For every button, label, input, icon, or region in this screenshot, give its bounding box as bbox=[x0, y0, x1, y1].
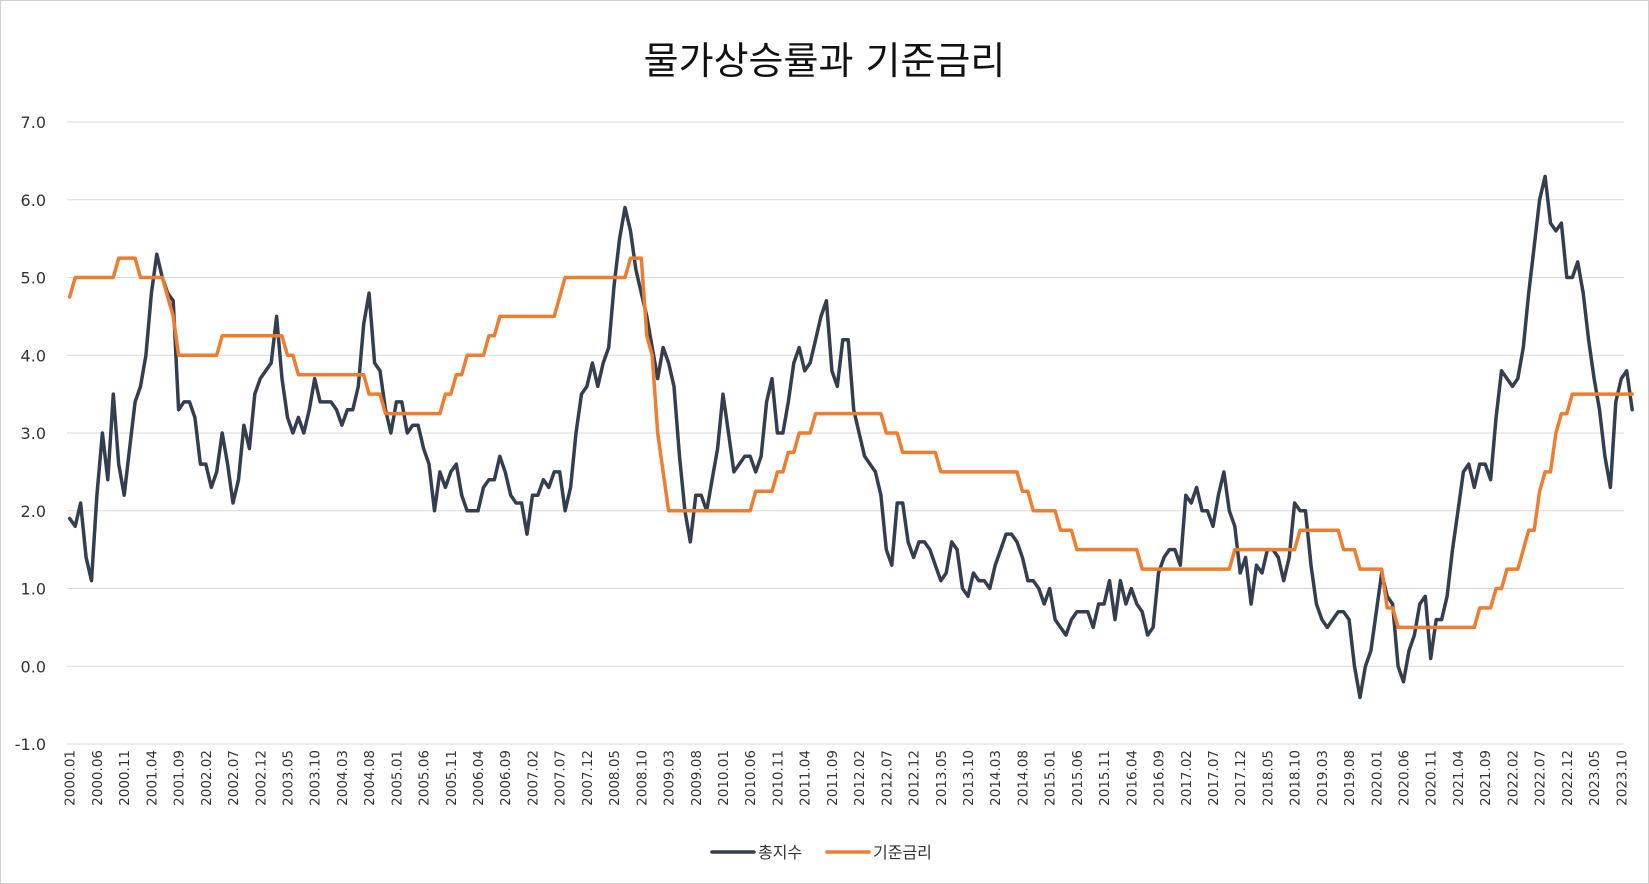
x-tick-label: 2006.09 bbox=[498, 750, 514, 806]
x-tick-label: 2010.11 bbox=[770, 750, 786, 806]
series-line-1 bbox=[67, 174, 1634, 700]
x-tick-label: 2012.12 bbox=[907, 750, 923, 806]
x-tick-label: 2021.09 bbox=[1478, 750, 1494, 806]
x-tick-label: 2003.05 bbox=[280, 750, 296, 806]
x-tick-label: 2004.03 bbox=[335, 750, 351, 806]
x-tick-label: 2011.04 bbox=[798, 750, 814, 806]
x-tick-label: 2019.08 bbox=[1342, 750, 1358, 806]
y-tick-label: 7.0 bbox=[21, 113, 46, 132]
x-tick-label: 2016.04 bbox=[1124, 750, 1140, 806]
x-tick-label: 2010.06 bbox=[743, 750, 759, 806]
x-tick-label: 2018.05 bbox=[1260, 750, 1276, 806]
x-tick-label: 2020.11 bbox=[1424, 750, 1440, 806]
x-tick-label: 2002.12 bbox=[253, 750, 269, 806]
x-tick-label: 2005.11 bbox=[444, 750, 460, 806]
legend-label-1: 총지수 bbox=[758, 843, 802, 862]
y-tick-label: -1.0 bbox=[15, 735, 46, 754]
y-tick-label: 2.0 bbox=[21, 502, 46, 521]
x-tick-label: 2014.03 bbox=[988, 750, 1004, 806]
y-tick-label: 4.0 bbox=[21, 346, 46, 365]
x-tick-label: 2008.10 bbox=[634, 750, 650, 806]
x-tick-label: 2015.01 bbox=[1043, 750, 1059, 806]
x-tick-label: 2001.09 bbox=[172, 750, 188, 806]
x-tick-label: 2018.10 bbox=[1288, 750, 1304, 806]
x-tick-label: 2017.12 bbox=[1233, 750, 1249, 806]
x-tick-label: 2009.03 bbox=[662, 750, 678, 806]
chart-title: 물가상승률과 기준금리 bbox=[643, 39, 1006, 83]
x-tick-label: 2005.06 bbox=[417, 750, 433, 806]
x-tick-label: 2022.02 bbox=[1505, 750, 1521, 806]
x-tick-label: 2000.06 bbox=[90, 750, 106, 806]
x-tick-label: 2023.10 bbox=[1614, 750, 1630, 806]
x-tick-label: 2007.07 bbox=[553, 750, 569, 806]
series-line-2 bbox=[67, 256, 1634, 630]
x-tick-label: 2013.10 bbox=[961, 750, 977, 806]
x-tick-label: 2012.07 bbox=[879, 750, 895, 806]
x-tick-label: 2022.12 bbox=[1560, 750, 1576, 806]
y-tick-label: 3.0 bbox=[21, 424, 46, 443]
x-tick-label: 2012.02 bbox=[852, 750, 868, 806]
x-tick-label: 2020.01 bbox=[1369, 750, 1385, 806]
x-tick-label: 2002.07 bbox=[226, 750, 242, 806]
x-tick-label: 2000.01 bbox=[63, 750, 79, 806]
x-tick-label: 2005.01 bbox=[389, 750, 405, 806]
y-tick-label: 6.0 bbox=[21, 191, 46, 210]
y-tick-label: 0.0 bbox=[21, 657, 46, 676]
y-tick-label: 1.0 bbox=[21, 580, 46, 599]
x-tick-label: 2020.06 bbox=[1397, 750, 1413, 806]
x-tick-label: 2019.03 bbox=[1315, 750, 1331, 806]
x-tick-label: 2002.02 bbox=[199, 750, 215, 806]
x-tick-label: 2010.01 bbox=[716, 750, 732, 806]
x-tick-label: 2021.04 bbox=[1451, 750, 1467, 806]
x-tick-label: 2007.02 bbox=[525, 750, 541, 806]
x-tick-label: 2017.02 bbox=[1179, 750, 1195, 806]
x-tick-label: 2023.05 bbox=[1587, 750, 1603, 806]
x-tick-label: 2013.05 bbox=[934, 750, 950, 806]
x-tick-label: 2001.04 bbox=[144, 750, 160, 806]
x-tick-label: 2003.10 bbox=[308, 750, 324, 806]
y-tick-label: 5.0 bbox=[21, 269, 46, 288]
x-tick-label: 2011.09 bbox=[825, 750, 841, 806]
x-tick-label: 2014.08 bbox=[1015, 750, 1031, 806]
x-tick-label: 2017.07 bbox=[1206, 750, 1222, 806]
x-tick-label: 2022.07 bbox=[1533, 750, 1549, 806]
x-tick-label: 2006.04 bbox=[471, 750, 487, 806]
x-tick-label: 2008.05 bbox=[607, 750, 623, 806]
x-tick-label: 2000.11 bbox=[117, 750, 133, 806]
x-tick-label: 2009.08 bbox=[689, 750, 705, 806]
x-tick-label: 2007.12 bbox=[580, 750, 596, 806]
legend-label-2: 기준금리 bbox=[873, 843, 932, 862]
x-tick-label: 2015.06 bbox=[1070, 750, 1086, 806]
x-tick-label: 2015.11 bbox=[1097, 750, 1113, 806]
x-tick-label: 2016.09 bbox=[1152, 750, 1168, 806]
x-tick-label: 2004.08 bbox=[362, 750, 378, 806]
